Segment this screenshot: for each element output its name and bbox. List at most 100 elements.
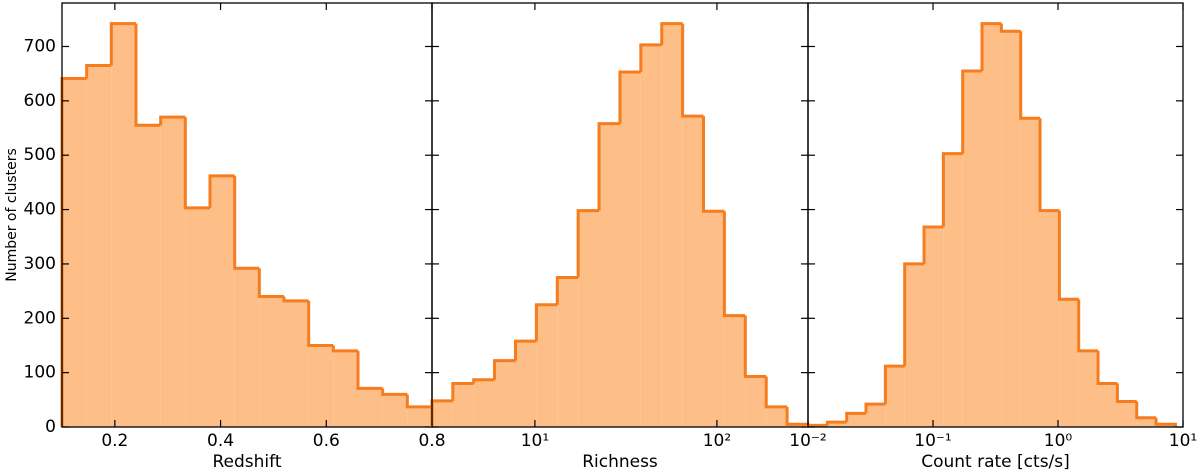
histogram-bar [766, 406, 788, 427]
histogram-bar [1040, 210, 1060, 427]
histogram-step [1154, 417, 1177, 427]
histogram-bar [160, 117, 186, 428]
histogram-bar [62, 78, 87, 428]
histogram-bar [724, 315, 746, 427]
histogram-step [282, 296, 309, 303]
histogram-step [493, 359, 516, 380]
histogram-bar [943, 153, 963, 428]
histogram-step [941, 152, 963, 227]
histogram-step [618, 70, 641, 124]
histogram-bar [1059, 299, 1079, 427]
histogram-bar [682, 116, 704, 428]
histogram-bar [407, 406, 432, 427]
histogram-bar [358, 388, 383, 427]
x-tick-label: 0.6 [313, 431, 340, 451]
panel: 10¹ 10² Richness [430, 2, 810, 472]
histogram-bar [1001, 31, 1021, 428]
histogram-step [883, 364, 905, 405]
histogram-bar [452, 383, 474, 427]
histogram-step [134, 23, 161, 127]
x-axis-label: Redshift [212, 452, 281, 472]
histogram-bar [846, 413, 867, 427]
histogram-bar [1020, 118, 1041, 427]
histogram-step [1057, 210, 1079, 301]
histogram-step [1019, 31, 1041, 120]
histogram-step [825, 420, 847, 426]
histogram-bar [515, 341, 537, 427]
histogram-step [785, 406, 810, 427]
histogram-step [1038, 118, 1060, 213]
histogram-step [451, 382, 474, 401]
histogram-bar [599, 123, 620, 427]
histogram-bar [494, 360, 516, 427]
histogram-step [576, 209, 600, 278]
histogram-bar [259, 296, 284, 427]
histogram-bar [536, 304, 558, 427]
histogram-bar [962, 70, 983, 427]
y-axis-label: Number of clusters [4, 148, 20, 282]
x-tick-label: 10² [703, 431, 731, 451]
x-axis-label: Count rate [cts/s] [921, 452, 1070, 472]
y-tick-label: 300 [24, 254, 56, 274]
histogram-bar [284, 300, 309, 427]
histogram-bar [234, 268, 260, 427]
histogram-step [233, 175, 260, 270]
panel: 10⁻² 10⁻¹ 10⁰ 10¹ Count rate [cts/s] [789, 2, 1197, 472]
y-tick-label: 500 [24, 145, 56, 165]
histogram-step [381, 388, 408, 396]
histogram-bar [885, 366, 905, 427]
histogram-bar [473, 379, 495, 427]
y-tick-label: 600 [24, 91, 56, 111]
histogram-step [257, 268, 284, 299]
histogram-step [85, 64, 112, 79]
histogram-bar [382, 394, 408, 427]
y-tick-label: 100 [24, 363, 56, 383]
histogram-step [903, 262, 925, 367]
histogram-step [722, 211, 746, 318]
histogram-step [1135, 401, 1157, 420]
histogram-step [331, 345, 358, 353]
histogram-step [702, 116, 725, 213]
histogram-bar [210, 175, 235, 427]
histogram-bar [827, 422, 847, 427]
histogram-step [183, 117, 210, 210]
histogram-step [764, 376, 788, 409]
y-tick-label: 700 [24, 36, 56, 56]
histogram-step [845, 411, 867, 423]
x-axis-label: Richness [582, 452, 658, 472]
histogram-bar [982, 23, 1002, 428]
histogram-step [922, 225, 944, 264]
histogram-step [307, 300, 334, 347]
histogram-bar [619, 72, 641, 428]
panel: 0 100 200 300 400 500 600 700 0.2 0.4 0.6 0.8 Redshi… [4, 2, 446, 472]
plot-frame [807, 2, 1184, 428]
histogram-step [356, 350, 383, 390]
histogram-step [597, 122, 620, 211]
histogram-step [961, 69, 983, 154]
histogram-bar [557, 277, 579, 427]
histogram-step [743, 315, 767, 378]
histogram-bar [1098, 383, 1118, 427]
histogram-bar [924, 226, 944, 427]
histogram-step [159, 115, 186, 126]
x-tick-label: 0.4 [207, 431, 234, 451]
histogram-bar [904, 263, 925, 427]
histogram-step [534, 303, 558, 342]
histogram-bar [1136, 417, 1157, 427]
x-tick-label: 10⁻¹ [914, 431, 951, 451]
histogram-step [1077, 299, 1099, 353]
histogram-step [980, 22, 1002, 71]
histogram-step [555, 276, 579, 305]
y-tick-label: 0 [45, 417, 56, 437]
histogram-bar [661, 23, 683, 428]
histogram-step [1115, 383, 1137, 403]
x-tick-label: 0.2 [101, 431, 128, 451]
histogram-bar [703, 211, 725, 427]
histogram-bar [1078, 350, 1099, 427]
histogram-step [208, 174, 235, 208]
histogram-step [1096, 350, 1118, 386]
histogram-step [681, 23, 704, 118]
histogram-bar [136, 125, 161, 428]
histogram-step [864, 402, 886, 414]
